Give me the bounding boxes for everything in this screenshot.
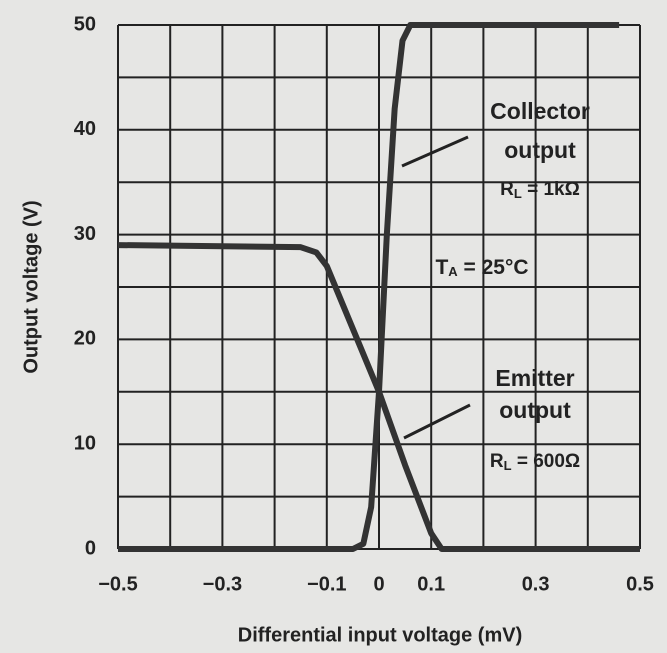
annotation: TA = 25°C bbox=[435, 256, 528, 280]
annotation-part: R bbox=[500, 179, 514, 200]
y-tick-label: 10 bbox=[74, 432, 96, 454]
annotation-part: = 1kΩ bbox=[522, 179, 580, 200]
leader-line bbox=[401, 135, 469, 168]
y-tick-label: 50 bbox=[74, 13, 96, 35]
annotation: RL = 1kΩ bbox=[500, 179, 580, 201]
plot bbox=[117, 22, 640, 552]
y-tick-label: 30 bbox=[74, 223, 96, 245]
x-tick-label: −0.3 bbox=[203, 573, 242, 595]
y-axis-label: Output voltage (V) bbox=[20, 200, 42, 373]
x-axis-label: Differential input voltage (mV) bbox=[238, 624, 522, 646]
y-tick-label: 40 bbox=[74, 118, 96, 140]
annotation-part: T bbox=[435, 256, 448, 279]
x-tick-label: −0.1 bbox=[307, 573, 346, 595]
x-tick-label: 0.1 bbox=[417, 573, 445, 595]
annotation: output bbox=[499, 397, 571, 423]
x-tick-label: 0.3 bbox=[522, 573, 550, 595]
annotation: Collector bbox=[490, 98, 590, 124]
annotation-part: = 600Ω bbox=[512, 451, 581, 472]
annotation-part: = 25°C bbox=[458, 256, 529, 279]
annotation-part: L bbox=[514, 186, 522, 201]
annotation: output bbox=[504, 137, 576, 163]
line-series bbox=[117, 242, 640, 552]
x-tick-label: 0.5 bbox=[626, 573, 654, 595]
annotation: Emitter bbox=[495, 365, 574, 391]
annotation-part: A bbox=[448, 264, 458, 279]
leader-line bbox=[403, 403, 471, 440]
line-series bbox=[118, 22, 620, 552]
annotation: RL = 600Ω bbox=[490, 451, 580, 473]
x-tick-label: 0 bbox=[373, 573, 384, 595]
y-tick-label: 0 bbox=[85, 537, 96, 559]
annotation-part: L bbox=[504, 458, 512, 473]
annotation-part: R bbox=[490, 451, 504, 472]
y-tick-label: 20 bbox=[74, 328, 96, 350]
x-tick-label: −0.5 bbox=[98, 573, 137, 595]
